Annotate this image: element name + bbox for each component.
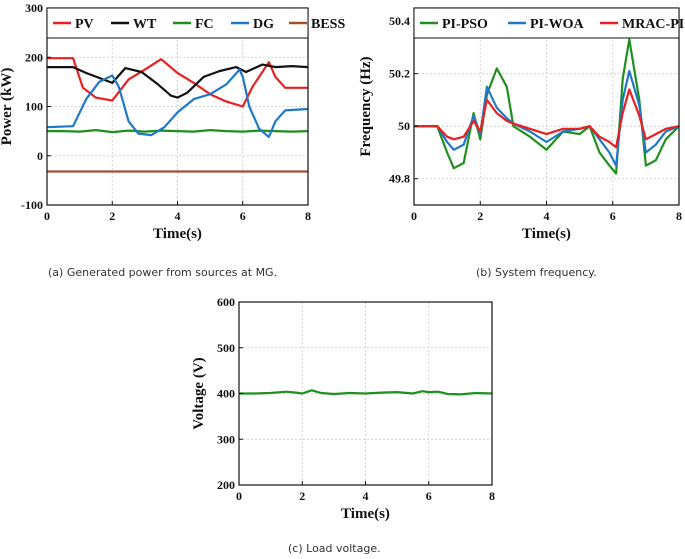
legend-label: PV: [75, 17, 94, 32]
y-axis-label: Voltage (V): [191, 357, 207, 429]
legend-label: MRAC-PI: [622, 17, 684, 32]
x-tick-label: 4: [363, 489, 369, 503]
legend-label: PI-WOA: [530, 17, 585, 32]
x-tick-label: 8: [676, 209, 682, 223]
series-line-fc: [47, 129, 309, 134]
y-axis-label: Power (kW): [0, 68, 15, 146]
y-tick-label: 50.2: [389, 67, 410, 81]
series-line-pi-pso: [414, 38, 680, 175]
y-tick-label: 50: [398, 119, 410, 133]
legend-box: [413, 7, 680, 39]
legend-label: WT: [133, 17, 157, 32]
x-tick-label: 6: [426, 489, 432, 503]
frequency-chart: 0 2 4 6 8 49.8 50 50.2 50.4 Time(s) Frequency (Hz)…: [358, 7, 684, 242]
x-tick-label: 0: [411, 209, 417, 223]
series-line-wt: [47, 63, 309, 99]
series-line-dg: [46, 68, 309, 139]
x-tick-label: 2: [299, 489, 305, 503]
x-axis-label: Time(s): [341, 506, 390, 522]
y-tick-label: 50.4: [389, 14, 410, 28]
y-tick-label: 400: [217, 387, 235, 401]
series-line-pv: [47, 57, 308, 108]
y-tick-label: 500: [217, 341, 235, 355]
x-axis-label: Time(s): [153, 226, 202, 242]
x-axis-label: Time(s): [522, 226, 571, 242]
y-axis-label: Frequency (Hz): [358, 56, 374, 156]
series-line-voltage: [239, 389, 493, 396]
x-tick-label: 8: [489, 489, 495, 503]
x-tick-label: 0: [44, 209, 50, 223]
y-tick-label: 0: [37, 149, 43, 163]
series-line-mrac-pi: [414, 88, 680, 149]
x-tick-label: 8: [305, 209, 311, 223]
legend-label: PI-PSO: [442, 17, 488, 32]
legend-label: BESS: [311, 17, 345, 32]
y-tick-label: -100: [21, 198, 43, 212]
y-tick-label: 200: [25, 50, 43, 64]
x-tick-label: 2: [109, 209, 115, 223]
x-tick-label: 4: [175, 209, 181, 223]
x-tick-label: 6: [610, 209, 616, 223]
x-tick-label: 4: [544, 209, 550, 223]
x-tick-label: 6: [240, 209, 246, 223]
legend-label: DG: [253, 17, 274, 32]
x-tick-label: 0: [236, 489, 242, 503]
caption-power: (a) Generated power from sources at MG.: [48, 266, 278, 279]
y-tick-label: 300: [25, 1, 43, 15]
y-tick-label: 100: [25, 100, 43, 114]
series-line-pi-woa: [414, 69, 680, 167]
caption-voltage: (c) Load voltage.: [288, 542, 381, 555]
y-tick-label: 300: [217, 432, 235, 446]
y-tick-label: 200: [217, 478, 235, 492]
y-tick-label: 49.8: [389, 172, 410, 186]
y-tick-label: 600: [217, 295, 235, 309]
x-tick-label: 2: [477, 209, 483, 223]
voltage-chart: 0 2 4 6 8 200 300 400 500 600 Time(s) Voltage (V): [191, 295, 495, 522]
legend-label: FC: [195, 17, 214, 32]
caption-frequency: (b) System frequency.: [476, 266, 597, 279]
